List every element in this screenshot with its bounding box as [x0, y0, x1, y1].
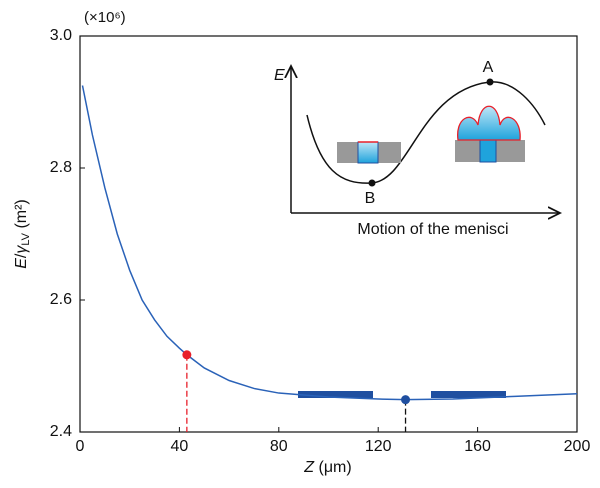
y-axis-label: E/γLV (m²) [13, 199, 32, 269]
x-axis-label: Z (μm) [303, 459, 351, 476]
inset-point [368, 179, 376, 187]
point [401, 395, 411, 405]
icon-pore [357, 141, 379, 164]
plot-frame [79, 35, 578, 433]
curve [81, 85, 578, 401]
range-bar [431, 391, 506, 398]
y-tick-label: 2.6 [50, 291, 72, 308]
multiplier: (×10⁶) [84, 9, 126, 26]
y-tick-label: 3.0 [50, 27, 72, 44]
inset-label-a: A [483, 59, 494, 76]
inset: E A B Motion of the menisci [274, 59, 560, 238]
y-tick-label: 2.8 [50, 159, 72, 176]
x-tick-label: 160 [464, 438, 491, 455]
x-label-unit: (μm) [314, 459, 352, 476]
x-tick-label: 0 [76, 438, 85, 455]
y-label-slash: / [13, 253, 30, 258]
y-label-gamma: γ [13, 245, 30, 254]
x-tick-label: 40 [171, 438, 189, 455]
point [182, 350, 192, 360]
y-tick-label: 2.4 [50, 423, 72, 440]
icon-meniscus [457, 105, 521, 141]
inset-y-label: E [274, 67, 285, 84]
inset-label-b: B [365, 190, 376, 207]
x-label-symbol: Z [303, 459, 315, 476]
x-tick-label: 200 [564, 438, 591, 455]
inset-point [486, 78, 494, 86]
inset-x-label: Motion of the menisci [357, 221, 508, 238]
inset-curve [306, 81, 546, 184]
y-label-symbol: E [13, 258, 30, 269]
y-label-unit: (m²) [13, 199, 30, 233]
x-tick-label: 120 [365, 438, 392, 455]
x-tick-label: 80 [270, 438, 288, 455]
icon-pore [479, 137, 497, 163]
range-bar [298, 391, 373, 398]
y-label-subscript: LV [20, 232, 32, 245]
